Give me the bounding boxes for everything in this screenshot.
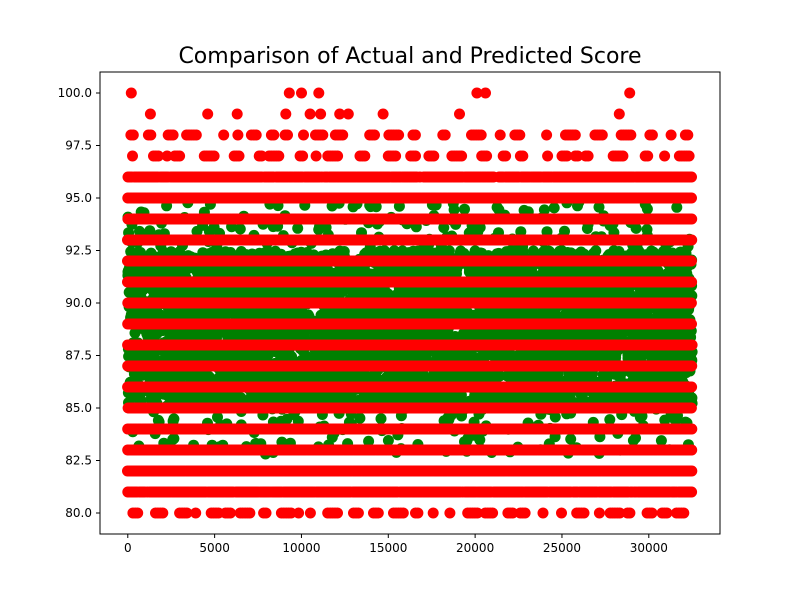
data-point [145, 393, 157, 405]
data-point [234, 223, 246, 235]
data-point [354, 412, 366, 424]
data-point [191, 225, 203, 237]
data-point [467, 266, 479, 277]
data-point [347, 201, 359, 213]
data-point [338, 246, 350, 257]
data-point [356, 350, 368, 362]
chart-title: Comparison of Actual and Predicted Score [178, 44, 641, 69]
data-point [622, 308, 634, 320]
data-point [672, 391, 684, 403]
data-point [548, 202, 560, 214]
data-point [151, 328, 163, 340]
data-point [339, 349, 351, 361]
data-point [541, 245, 553, 257]
data-point [438, 222, 450, 234]
data-point [628, 328, 640, 340]
data-point [659, 414, 671, 426]
data-point [375, 413, 387, 425]
data-point [388, 245, 400, 257]
data-point [250, 351, 262, 362]
data-point [382, 435, 394, 446]
data-point [311, 287, 323, 298]
data-point [680, 329, 692, 341]
data-point [395, 391, 407, 403]
data-point [208, 307, 220, 319]
scatter-marks [122, 87, 698, 519]
data-point [246, 308, 258, 320]
data-point [655, 435, 667, 447]
data-point [148, 288, 160, 299]
data-point [565, 433, 577, 445]
plot-area [99, 71, 721, 535]
data-point [521, 306, 533, 318]
data-point [228, 351, 240, 363]
data-point [662, 286, 674, 298]
data-point [538, 204, 550, 216]
data-point [147, 266, 159, 278]
data-point [459, 203, 470, 215]
data-point [604, 414, 616, 426]
data-point [281, 413, 293, 425]
data-point [622, 349, 634, 361]
data-point [292, 222, 304, 234]
